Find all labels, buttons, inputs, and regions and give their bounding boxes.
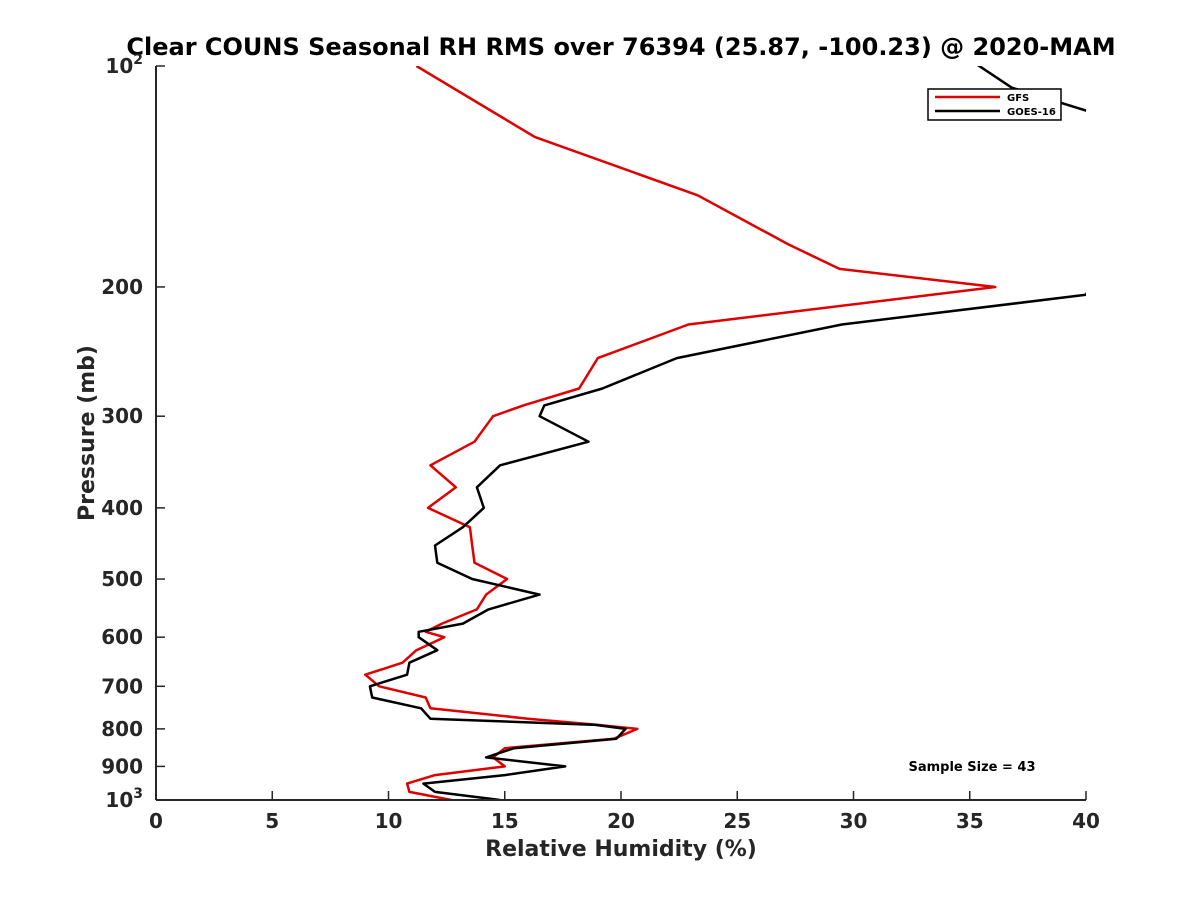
y-tick-label: 200 (101, 275, 143, 299)
x-tick-label: 35 (956, 809, 984, 833)
y-tick-label: 400 (101, 496, 143, 520)
x-tick-label: 40 (1072, 809, 1100, 833)
x-axis-ticks: 0 5 10 15 20 25 30 35 40 (149, 791, 1100, 833)
series-line-gfs (364, 66, 997, 800)
x-tick-label: 25 (723, 809, 751, 833)
x-tick-label: 15 (491, 809, 519, 833)
sample-size-annotation: Sample Size = 43 (908, 760, 1035, 775)
y-tick-label: 300 (101, 404, 143, 428)
legend-box (927, 88, 1062, 121)
y-tick-label: 103 (105, 786, 143, 812)
x-tick-label: 10 (375, 809, 403, 833)
legend: GFS GOES-16 (927, 88, 1062, 121)
y-axis-ticks: 102 200 300 400 500 600 700 800 900 103 (101, 52, 165, 812)
x-tick-label: 5 (265, 809, 279, 833)
series-layer (364, 66, 1086, 800)
x-tick-label: 30 (840, 809, 868, 833)
y-tick-label: 500 (101, 567, 143, 591)
y-tick-label: 700 (101, 674, 143, 698)
y-axis-label: Pressure (mb) (75, 345, 100, 521)
x-tick-label: 20 (607, 809, 635, 833)
y-tick-label: 800 (101, 717, 143, 741)
legend-goes-label: GOES-16 (1007, 107, 1056, 118)
x-tick-label: 0 (149, 809, 163, 833)
chart-title: Clear COUNS Seasonal RH RMS over 76394 (… (126, 33, 1115, 61)
legend-gfs-label: GFS (1007, 93, 1029, 104)
y-tick-label: 900 (101, 754, 143, 778)
x-axis-label: Relative Humidity (%) (485, 837, 757, 862)
y-tick-label: 600 (101, 625, 143, 649)
series-line-goes-16 (368, 66, 1086, 800)
y-tick-label: 102 (105, 52, 143, 78)
